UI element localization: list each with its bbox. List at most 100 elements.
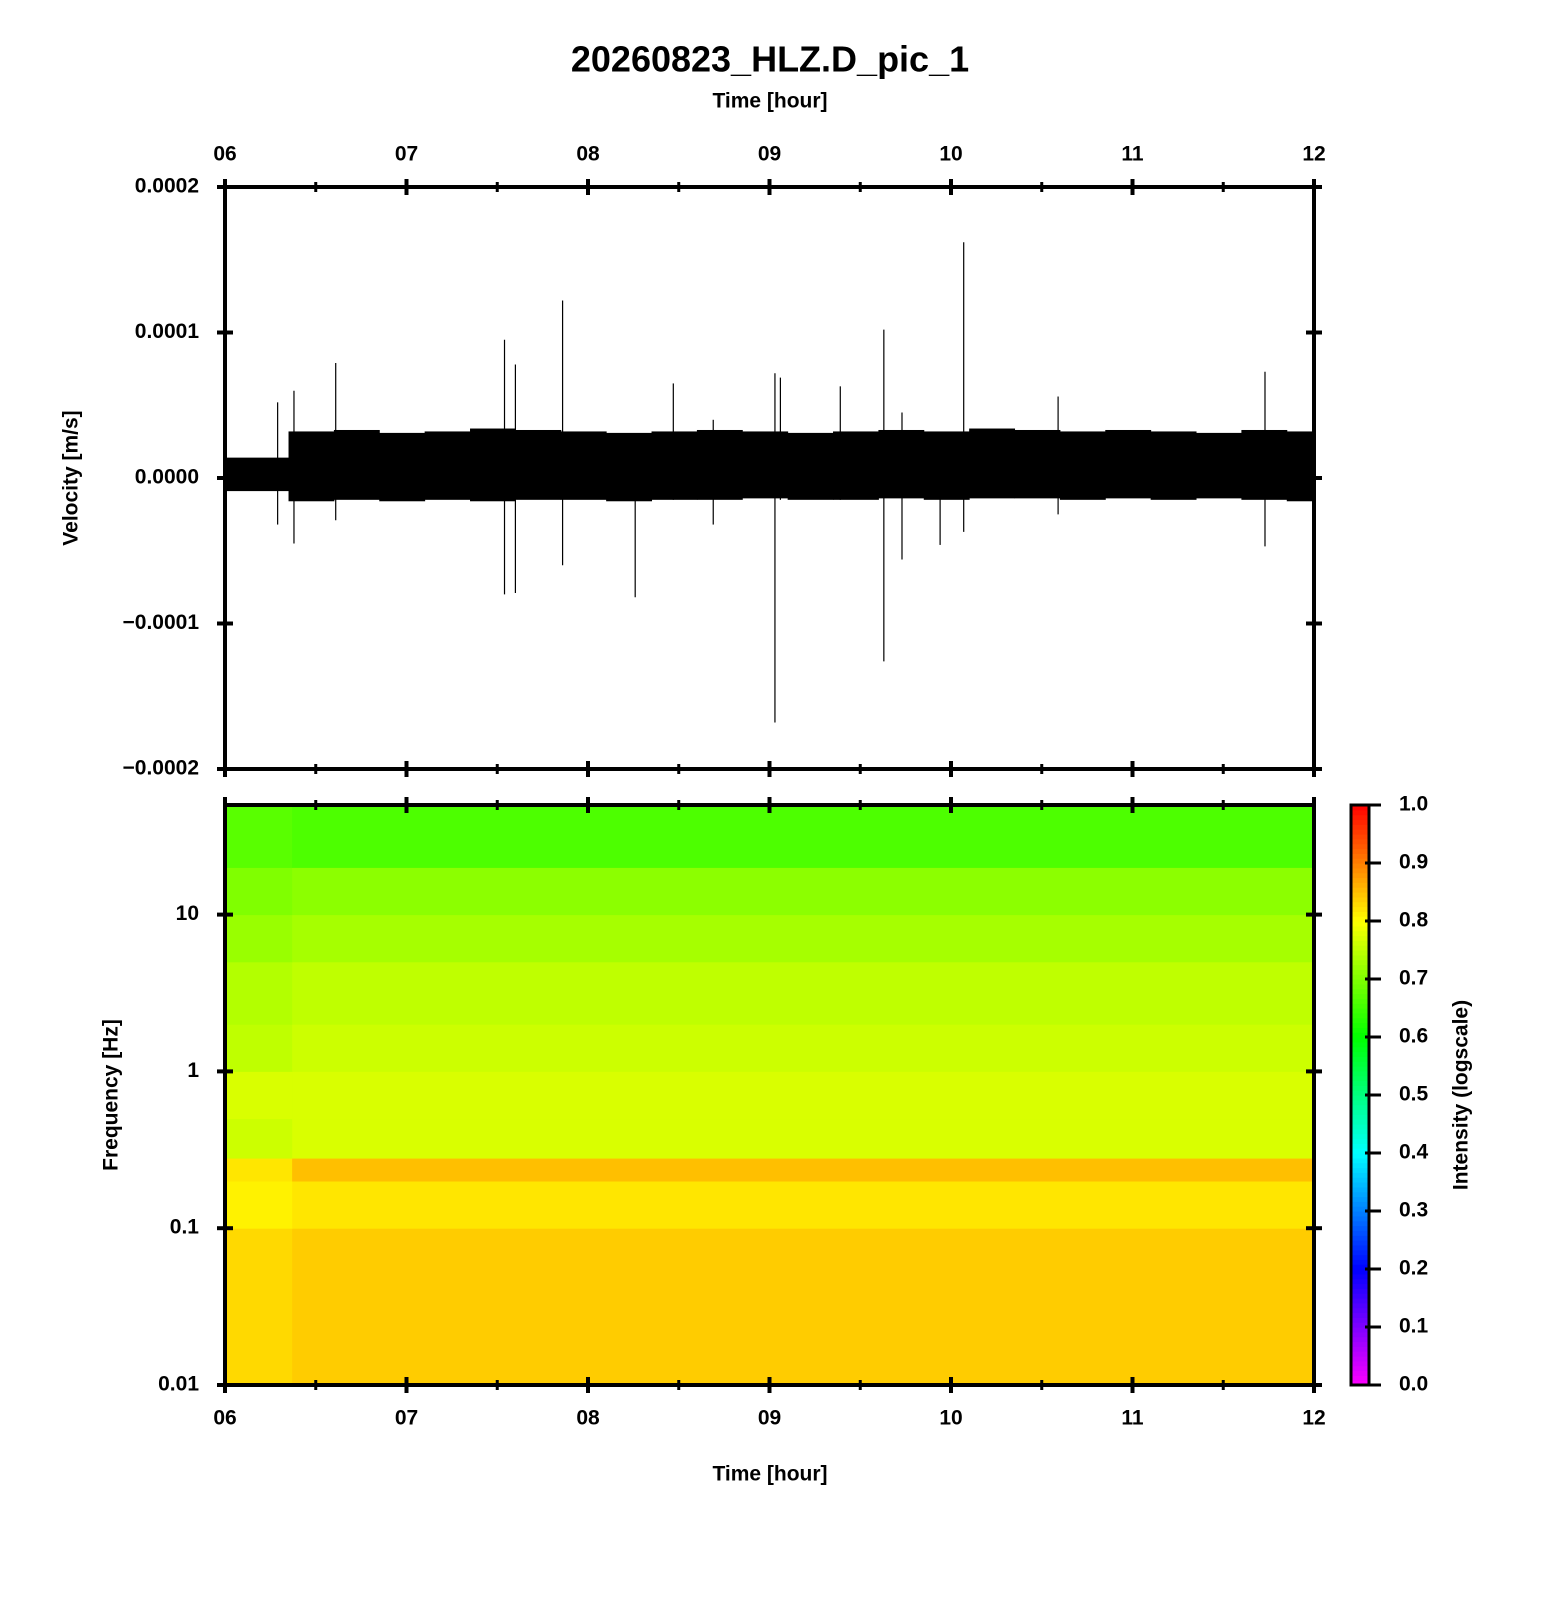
- colorbar-swatch: [1351, 834, 1369, 840]
- colorbar-swatch: [1351, 1186, 1369, 1193]
- colorbar-swatch: [1351, 1104, 1369, 1111]
- colorbar-swatch: [1351, 1196, 1369, 1202]
- colorbar-swatch: [1351, 1211, 1369, 1217]
- colorbar-swatch: [1351, 940, 1369, 946]
- colorbar-swatch: [1351, 1012, 1369, 1019]
- colorbar-swatch: [1351, 1356, 1369, 1362]
- waveform-envelope: [923, 431, 970, 500]
- colorbar-swatch: [1351, 1008, 1369, 1014]
- colorbar-swatch: [1351, 1119, 1369, 1125]
- waveform-envelope: [470, 428, 516, 502]
- heatmap-cell: [225, 1158, 293, 1182]
- colorbar-swatch: [1351, 988, 1369, 995]
- colorbar-swatch: [1351, 1283, 1369, 1289]
- colorbar-swatch: [1351, 1080, 1369, 1086]
- waveform-envelope: [1286, 431, 1315, 502]
- y-tick-label: 0.1: [170, 1216, 200, 1239]
- colorbar-swatch: [1351, 1317, 1369, 1323]
- colorbar-swatch: [1351, 998, 1369, 1004]
- colorbar-swatch: [1351, 1370, 1369, 1376]
- waveform-envelope: [379, 432, 426, 502]
- colorbar-label: Intensity (logscale): [1450, 1000, 1473, 1190]
- colorbar-tick-label: 0.5: [1399, 1083, 1429, 1106]
- colorbar-swatch: [1351, 1288, 1369, 1294]
- waveform-envelope: [225, 457, 290, 492]
- colorbar-tick-label: 0.6: [1399, 1025, 1428, 1048]
- heatmap-cell: [225, 961, 293, 1025]
- colorbar-swatch: [1351, 1249, 1369, 1256]
- x-tick-label: 12: [1302, 1407, 1325, 1430]
- plot-frame: [223, 185, 1316, 771]
- colorbar-swatch: [1351, 974, 1369, 980]
- colorbar-swatch: [1351, 979, 1369, 985]
- waveform-envelope: [1196, 432, 1242, 499]
- colorbar-swatch: [1351, 877, 1369, 883]
- colorbar-swatch: [1351, 1099, 1369, 1106]
- x-tick-label: 06: [213, 143, 236, 166]
- colorbar-swatch: [1351, 1215, 1369, 1222]
- colorbar-swatch: [1351, 809, 1369, 816]
- colorbar-swatch: [1351, 1336, 1369, 1343]
- waveform-envelope: [969, 428, 1016, 499]
- colorbar-swatch: [1351, 1206, 1369, 1212]
- x-tick-label: 07: [395, 1407, 418, 1430]
- colorbar-swatch: [1351, 993, 1369, 999]
- heatmap-cell: [292, 1158, 1315, 1182]
- heatmap-cell: [225, 805, 293, 868]
- colorbar-swatch: [1351, 843, 1369, 850]
- waveform-envelope: [1241, 429, 1288, 500]
- colorbar-swatch: [1351, 896, 1369, 903]
- colorbar-tick-label: 1.0: [1399, 793, 1428, 816]
- colorbar-swatch: [1351, 1365, 1369, 1372]
- colorbar-swatch: [1351, 1380, 1369, 1386]
- chart-title: 20260823_HLZ.D_pic_1: [571, 39, 969, 80]
- colorbar-swatch: [1351, 1259, 1369, 1265]
- colorbar-tick-label: 0.3: [1399, 1199, 1428, 1222]
- colorbar-swatch: [1351, 1327, 1369, 1333]
- colorbar-swatch: [1351, 1095, 1369, 1101]
- colorbar-swatch: [1351, 1230, 1369, 1236]
- colorbar-swatch: [1351, 1061, 1369, 1067]
- heatmap-cell: [292, 1180, 1315, 1229]
- x-tick-label: 11: [1121, 143, 1144, 166]
- colorbar-swatch: [1351, 805, 1369, 811]
- heatmap-cell: [225, 867, 293, 916]
- x-tick-label: 09: [758, 1407, 781, 1430]
- colorbar-swatch: [1351, 1167, 1369, 1173]
- colorbar-swatch: [1351, 906, 1369, 912]
- heatmap-cell: [292, 1118, 1315, 1159]
- x-tick-label: 11: [1121, 1407, 1144, 1430]
- plot-frame: [223, 803, 1316, 1387]
- heatmap-cell: [292, 1024, 1315, 1072]
- colorbar-swatch: [1351, 848, 1369, 854]
- x-tick-label: 09: [758, 143, 781, 166]
- colorbar-tick-label: 0.8: [1399, 909, 1429, 932]
- x-tick-label: 10: [939, 1407, 962, 1430]
- heatmap-cell: [225, 1228, 293, 1386]
- y-axis-label: Frequency [Hz]: [100, 1019, 123, 1171]
- heatmap-cell: [292, 914, 1315, 963]
- colorbar-swatch: [1351, 959, 1369, 966]
- colorbar-swatch: [1351, 1022, 1369, 1028]
- waveform-envelope: [696, 429, 743, 500]
- colorbar-swatch: [1351, 1269, 1369, 1275]
- colorbar-swatch: [1351, 950, 1369, 956]
- colorbar-swatch: [1351, 1244, 1369, 1251]
- colorbar-swatch: [1351, 1133, 1369, 1140]
- colorbar-swatch: [1351, 935, 1369, 941]
- colorbar-swatch: [1351, 838, 1369, 845]
- x-axis-label: Time [hour]: [712, 1463, 827, 1486]
- colorbar-swatch: [1351, 1027, 1369, 1033]
- colorbar-swatch: [1351, 1138, 1369, 1144]
- colorbar-swatch: [1351, 882, 1369, 888]
- colorbar-swatch: [1351, 1293, 1369, 1299]
- colorbar-swatch: [1351, 1041, 1369, 1048]
- waveform-envelope: [787, 432, 834, 500]
- colorbar-swatch: [1351, 1298, 1369, 1304]
- colorbar-swatch: [1351, 916, 1369, 922]
- waveform-envelope: [651, 431, 698, 500]
- colorbar-swatch: [1351, 1273, 1369, 1280]
- colorbar-swatch: [1351, 824, 1369, 830]
- colorbar-swatch: [1351, 1162, 1369, 1169]
- heatmap-cell: [292, 867, 1315, 916]
